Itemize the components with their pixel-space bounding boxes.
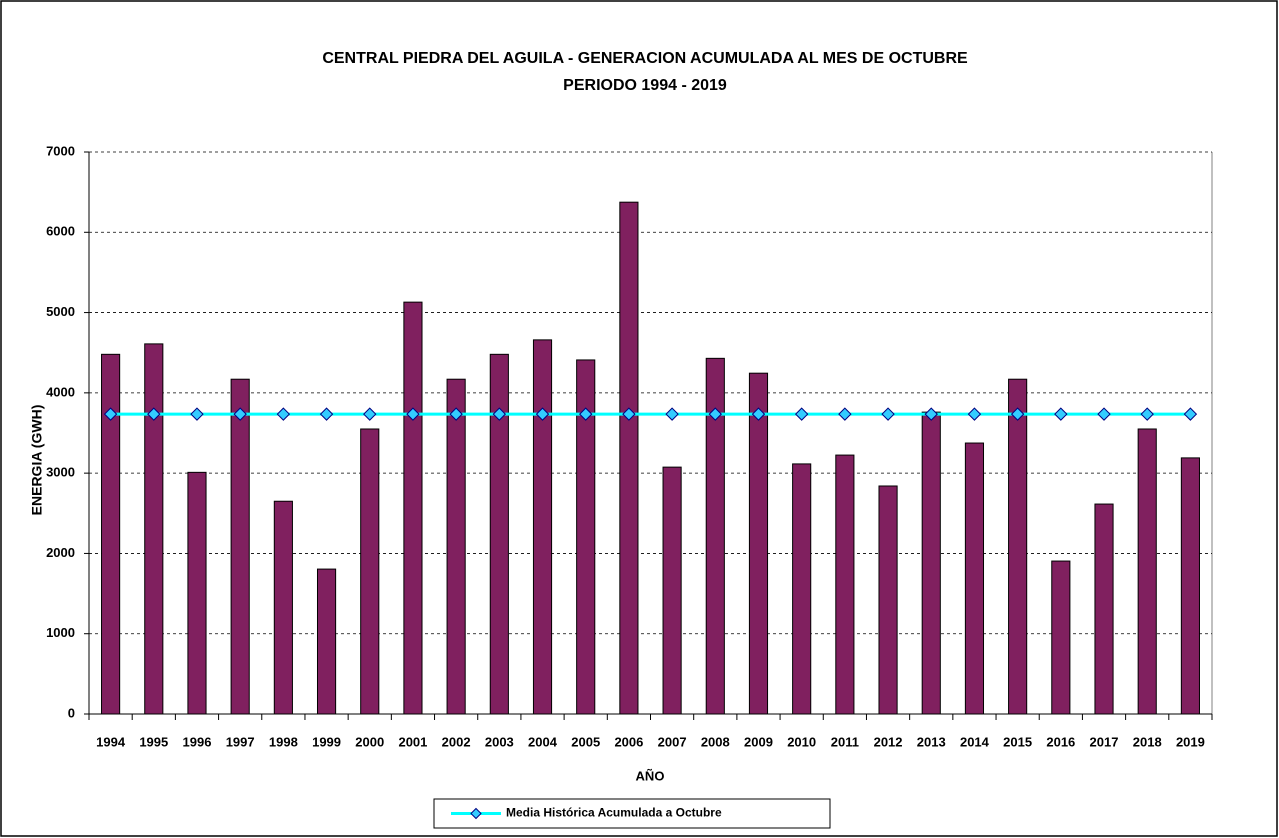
x-tick-label: 2015	[1003, 734, 1032, 749]
line-marker	[1010, 407, 1025, 421]
bar	[187, 471, 207, 715]
legend-label: Media Histórica Acumulada a Octubre	[506, 806, 722, 820]
line-marker	[622, 407, 636, 421]
line-marker	[924, 407, 938, 421]
x-tick-label: 2010	[787, 734, 816, 749]
line-marker	[233, 407, 247, 421]
x-tick-label: 2008	[701, 734, 730, 749]
bar	[792, 463, 812, 715]
line-marker	[708, 407, 722, 421]
x-tick-label: 2012	[874, 734, 903, 749]
bar	[1180, 457, 1200, 715]
bar	[144, 343, 164, 715]
x-tick-label: 2016	[1046, 734, 1075, 749]
x-tick-label: 2006	[614, 734, 643, 749]
line-marker	[1183, 407, 1198, 421]
bar	[360, 428, 380, 715]
bar	[1008, 378, 1028, 715]
line-marker	[838, 407, 852, 421]
line-marker	[103, 407, 118, 421]
bar	[748, 372, 769, 715]
line-marker	[406, 407, 420, 421]
line-marker	[363, 407, 377, 421]
bar	[662, 466, 682, 715]
line-marker	[881, 407, 895, 421]
x-tick-label: 1994	[96, 734, 126, 749]
y-tick-label: 6000	[46, 224, 75, 239]
bar	[1137, 428, 1157, 715]
x-tick-label: 2009	[744, 734, 773, 749]
y-tick-label: 5000	[46, 304, 75, 319]
line-marker	[1140, 407, 1154, 421]
y-tick-label: 2000	[46, 545, 75, 560]
x-tick-label: 1997	[226, 734, 255, 749]
line-marker	[449, 407, 463, 421]
line-marker	[794, 407, 809, 421]
line-marker	[665, 407, 679, 421]
bar	[230, 378, 250, 715]
chart-title: CENTRAL PIEDRA DEL AGUILA - GENERACION A…	[322, 50, 968, 67]
x-axis-label: AÑO	[636, 768, 665, 783]
bar	[619, 201, 639, 715]
x-tick-label: 2014	[960, 734, 990, 749]
line-marker	[492, 407, 507, 421]
y-tick-label: 1000	[46, 625, 75, 640]
bar	[273, 500, 293, 715]
x-tick-label: 2000	[355, 734, 384, 749]
x-tick-label: 2005	[571, 734, 600, 749]
x-tick-label: 2013	[917, 734, 946, 749]
x-tick-label: 1999	[312, 734, 341, 749]
bar	[532, 339, 553, 715]
bar	[446, 378, 466, 715]
x-tick-label: 2018	[1133, 734, 1162, 749]
x-tick-label: 1998	[269, 734, 298, 749]
line-marker	[967, 407, 982, 421]
line-marker	[751, 407, 766, 421]
x-tick-label: 2003	[485, 734, 514, 749]
bar	[964, 442, 985, 715]
x-tick-label: 2007	[658, 734, 687, 749]
y-tick-label: 7000	[46, 143, 75, 158]
y-tick-label: 4000	[46, 384, 75, 399]
x-tick-label: 2019	[1176, 734, 1205, 749]
bar	[1094, 503, 1114, 715]
y-tick-label: 0	[68, 705, 75, 720]
bar	[1051, 560, 1071, 715]
bar	[835, 454, 855, 715]
y-axis-label: ENERGIA (GWH)	[29, 405, 45, 516]
x-tick-label: 2001	[398, 734, 427, 749]
x-tick-label: 2004	[528, 734, 558, 749]
x-tick-label: 1996	[183, 734, 212, 749]
line-marker	[276, 407, 291, 421]
y-tick-label: 3000	[46, 465, 75, 480]
line-marker	[1097, 407, 1111, 421]
x-tick-label: 1995	[139, 734, 168, 749]
bar	[316, 568, 337, 715]
chart-subtitle: PERIODO 1994 - 2019	[563, 77, 727, 94]
legend-marker	[470, 807, 482, 820]
line-marker	[190, 407, 204, 421]
line-marker	[535, 407, 550, 421]
bar	[921, 411, 941, 715]
bar	[878, 485, 898, 715]
bar	[403, 301, 423, 715]
x-tick-label: 2011	[831, 734, 859, 749]
line-marker	[579, 407, 593, 421]
x-tick-label: 2017	[1090, 734, 1119, 749]
line-marker	[319, 407, 334, 421]
x-tick-label: 2002	[442, 734, 471, 749]
line-marker	[1054, 407, 1068, 421]
line-marker	[147, 407, 161, 421]
